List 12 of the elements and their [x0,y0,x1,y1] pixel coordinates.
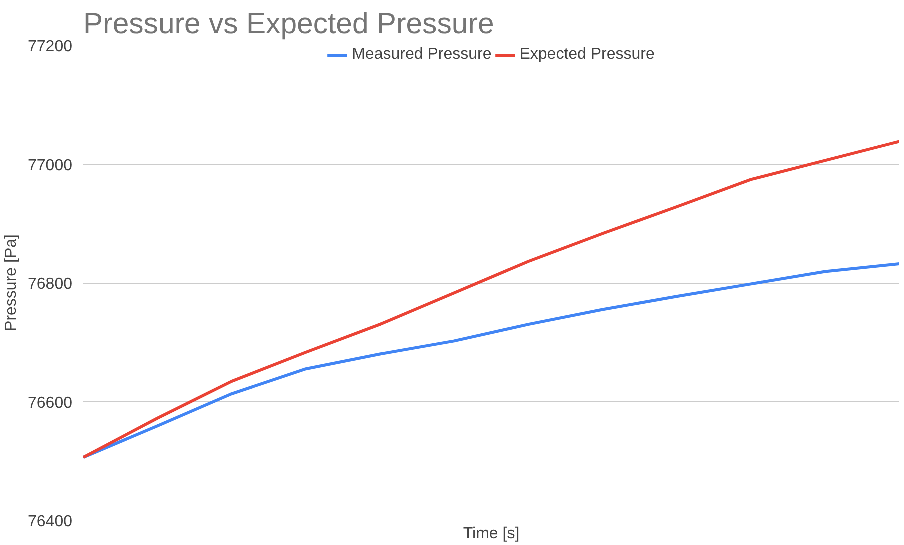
y-tick-label: 76600 [28,394,73,412]
y-tick-label: 76800 [28,276,73,293]
y-axis-title: Pressure [Pa] [3,234,20,332]
legend-label: Expected Pressure [520,46,655,64]
line-series [84,140,900,460]
chart-title: Pressure vs Expected Pressure [84,8,494,40]
y-tick-label: 76400 [28,514,73,530]
y-tick-label: 77200 [28,38,73,56]
line-series [84,262,900,460]
x-axis-title: Time [s] [463,526,520,542]
legend-label: Measured Pressure [352,46,492,64]
y-tick-label: 77000 [28,157,73,174]
